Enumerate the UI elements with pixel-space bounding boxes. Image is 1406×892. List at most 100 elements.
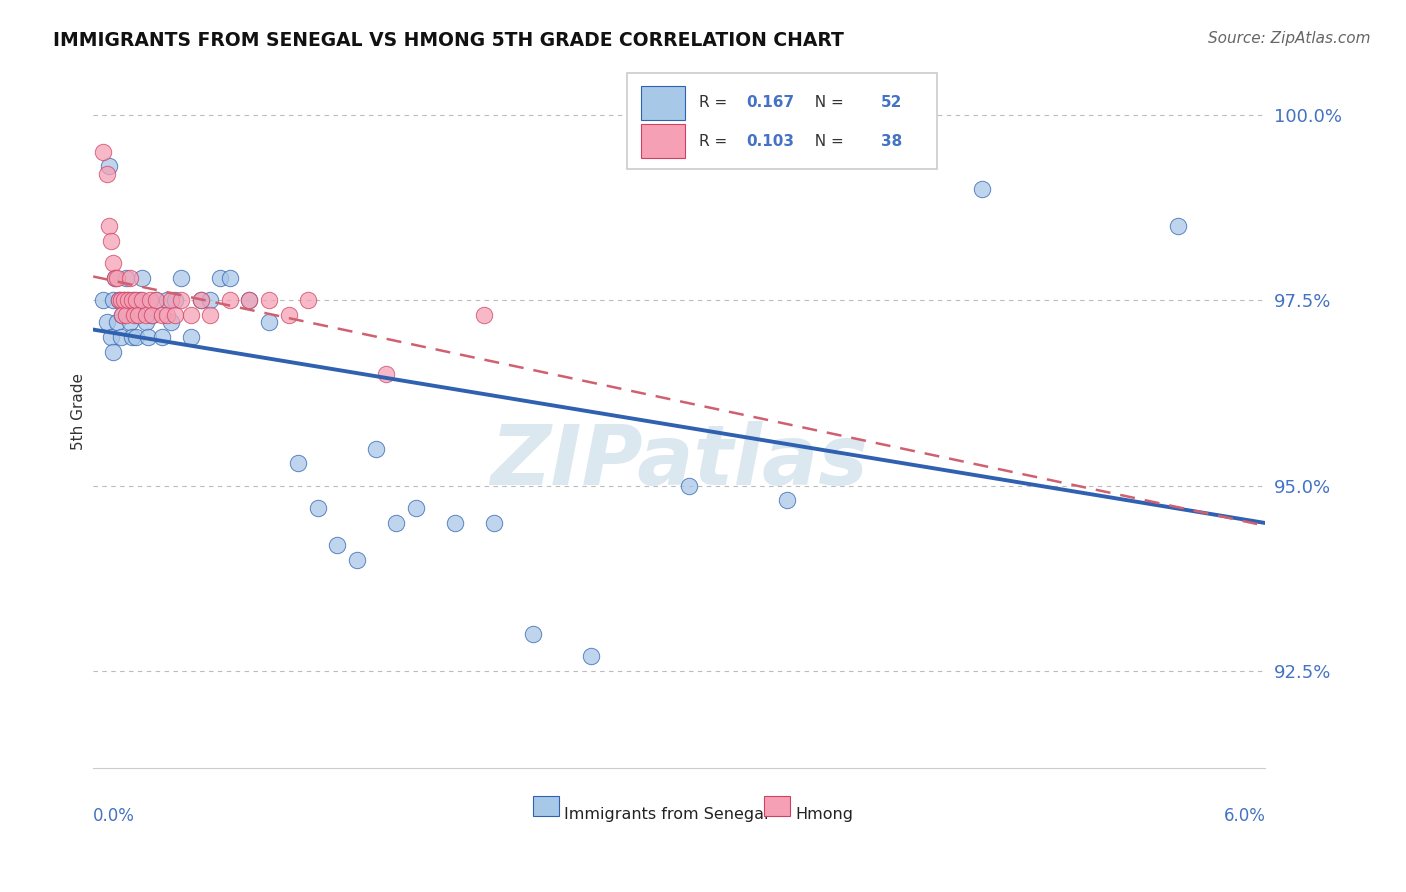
Point <box>219 293 242 307</box>
Point <box>120 270 142 285</box>
Text: 0.103: 0.103 <box>747 134 794 149</box>
Point <box>405 500 427 515</box>
Point <box>91 293 114 307</box>
Point <box>346 553 368 567</box>
Text: 38: 38 <box>882 134 903 149</box>
Point <box>107 293 129 307</box>
Point <box>150 308 173 322</box>
Point <box>125 293 148 307</box>
Point <box>139 293 162 307</box>
Point <box>165 308 187 322</box>
Point <box>170 270 193 285</box>
Point <box>200 293 222 307</box>
Point <box>114 293 136 307</box>
Point <box>122 308 145 322</box>
Point <box>115 270 138 285</box>
Point <box>91 145 114 159</box>
Point <box>287 456 309 470</box>
FancyBboxPatch shape <box>641 86 685 120</box>
Point <box>136 330 159 344</box>
Point <box>121 330 143 344</box>
Text: 52: 52 <box>882 95 903 111</box>
Point <box>114 293 136 307</box>
Point <box>135 315 157 329</box>
Point <box>127 308 149 322</box>
Point <box>180 330 202 344</box>
Point <box>180 308 202 322</box>
Point <box>97 160 120 174</box>
Point <box>107 293 129 307</box>
Point <box>238 293 260 307</box>
Text: Source: ZipAtlas.com: Source: ZipAtlas.com <box>1208 31 1371 46</box>
Point <box>776 493 799 508</box>
Point <box>326 538 349 552</box>
Text: Hmong: Hmong <box>796 807 853 822</box>
Text: R =: R = <box>699 134 733 149</box>
Point <box>482 516 505 530</box>
Point <box>145 293 167 307</box>
Point <box>127 308 149 322</box>
Point <box>104 270 127 285</box>
Point <box>297 293 319 307</box>
Text: IMMIGRANTS FROM SENEGAL VS HMONG 5TH GRADE CORRELATION CHART: IMMIGRANTS FROM SENEGAL VS HMONG 5TH GRA… <box>53 31 844 50</box>
FancyBboxPatch shape <box>627 73 938 169</box>
Point <box>115 308 138 322</box>
Point <box>120 315 142 329</box>
Point <box>96 167 118 181</box>
Point <box>105 270 128 285</box>
Point <box>110 330 132 344</box>
Point <box>375 368 398 382</box>
Point <box>522 627 544 641</box>
Point <box>110 293 132 307</box>
FancyBboxPatch shape <box>641 124 685 159</box>
Point <box>111 308 134 322</box>
Point <box>472 308 495 322</box>
Point <box>122 293 145 307</box>
Point <box>129 293 152 307</box>
Point <box>117 293 139 307</box>
Point <box>190 293 212 307</box>
Point <box>209 270 232 285</box>
Point <box>160 315 183 329</box>
Point <box>101 256 124 270</box>
Y-axis label: 5th Grade: 5th Grade <box>72 373 86 450</box>
Point <box>125 330 148 344</box>
Point <box>190 293 212 307</box>
Text: Immigrants from Senegal: Immigrants from Senegal <box>564 807 769 822</box>
Point <box>257 315 280 329</box>
Point <box>100 330 122 344</box>
Text: N =: N = <box>804 95 848 111</box>
Point <box>131 293 153 307</box>
Point <box>165 293 187 307</box>
Point <box>238 293 260 307</box>
Point <box>100 234 122 248</box>
Point <box>135 308 157 322</box>
FancyBboxPatch shape <box>533 797 558 816</box>
Point <box>145 293 167 307</box>
Point <box>366 442 388 456</box>
Point <box>131 270 153 285</box>
Text: N =: N = <box>804 134 848 149</box>
Point <box>1167 219 1189 233</box>
Point <box>257 293 280 307</box>
Point <box>141 308 163 322</box>
Point <box>678 478 700 492</box>
FancyBboxPatch shape <box>763 797 790 816</box>
Point <box>156 293 179 307</box>
Point <box>117 293 139 307</box>
Text: 6.0%: 6.0% <box>1223 807 1265 825</box>
Text: R =: R = <box>699 95 733 111</box>
Point <box>111 308 134 322</box>
Point <box>219 270 242 285</box>
Point <box>150 330 173 344</box>
Point <box>170 293 193 307</box>
Point <box>581 649 603 664</box>
Point <box>972 182 994 196</box>
Point <box>101 345 124 359</box>
Point <box>141 308 163 322</box>
Point <box>307 500 329 515</box>
Point <box>97 219 120 233</box>
Point <box>121 293 143 307</box>
Point <box>200 308 222 322</box>
Point <box>96 315 118 329</box>
